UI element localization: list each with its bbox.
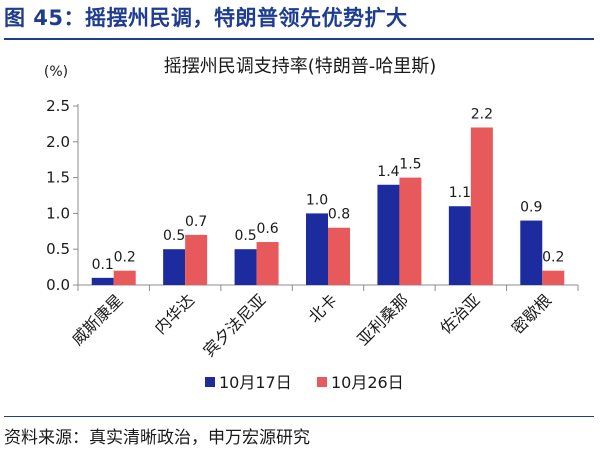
- y-tick-label: 0.5: [46, 240, 70, 258]
- chart-title: 摇摆州民调支持率(特朗普-哈里斯): [164, 56, 437, 77]
- y-axis-label: (%): [44, 64, 68, 80]
- data-label: 0.8: [328, 207, 350, 223]
- y-tick-label: 2.5: [46, 97, 70, 115]
- x-category-label: 亚利桑那: [354, 290, 413, 349]
- bar-oct26: [470, 127, 493, 285]
- source-note: 资料来源：真实清晰政治，申万宏源研究: [4, 428, 310, 448]
- bar-oct26: [256, 242, 279, 285]
- data-label: 0.6: [256, 221, 278, 237]
- figure-title: 图 45：摇摆州民调，特朗普领先优势扩大: [4, 6, 408, 30]
- bar-oct17: [377, 184, 400, 285]
- data-label: 0.2: [542, 250, 564, 266]
- x-category-label: 宾夕法尼亚: [199, 290, 269, 360]
- legend-label-oct26: 10月26日: [331, 373, 404, 392]
- bar-oct17: [163, 249, 186, 285]
- bar-oct17: [306, 213, 328, 285]
- title-divider: [4, 38, 594, 40]
- bar-oct17: [234, 249, 257, 285]
- y-tick-label: 1.0: [46, 204, 70, 222]
- bar-oct26: [542, 270, 565, 285]
- data-label: 1.4: [377, 164, 399, 180]
- x-category-label: 北卡: [305, 290, 341, 326]
- bar-oct17: [448, 206, 471, 285]
- x-category-label: 威斯康星: [68, 290, 127, 349]
- data-label: 0.7: [185, 214, 207, 230]
- data-label: 1.5: [399, 157, 421, 173]
- bar-oct26: [328, 227, 350, 285]
- data-label: 2.2: [471, 106, 493, 122]
- bar-oct26: [113, 270, 136, 285]
- bar-oct17: [91, 277, 114, 285]
- bar-chart: 摇摆州民调支持率(特朗普-哈里斯) (%) 0.0 0.5 1.0 1.5 2.0 2.5 0.…: [44, 56, 579, 392]
- legend-label-oct17: 10月17日: [219, 373, 292, 392]
- data-label: 0.9: [520, 200, 542, 216]
- y-tick-label: 1.5: [46, 169, 70, 187]
- data-label: 0.5: [234, 228, 256, 244]
- data-label: 0.1: [92, 257, 114, 273]
- legend-swatch-oct26: [317, 377, 327, 387]
- y-tick-label: 0.0: [46, 276, 70, 294]
- legend-swatch-oct17: [205, 377, 215, 387]
- data-label: 1.0: [306, 192, 328, 208]
- x-category-label: 内华达: [151, 290, 198, 337]
- data-label: 0.2: [114, 250, 136, 266]
- bar-oct17: [520, 220, 543, 285]
- source-divider: [4, 416, 594, 417]
- data-label: 0.5: [163, 228, 185, 244]
- x-category-label: 佐治亚: [436, 290, 483, 337]
- bar-oct26: [185, 234, 208, 285]
- x-category-label: 密歇根: [508, 290, 555, 337]
- data-label: 1.1: [449, 185, 471, 201]
- y-tick-label: 2.0: [46, 133, 70, 151]
- bar-oct26: [399, 177, 422, 285]
